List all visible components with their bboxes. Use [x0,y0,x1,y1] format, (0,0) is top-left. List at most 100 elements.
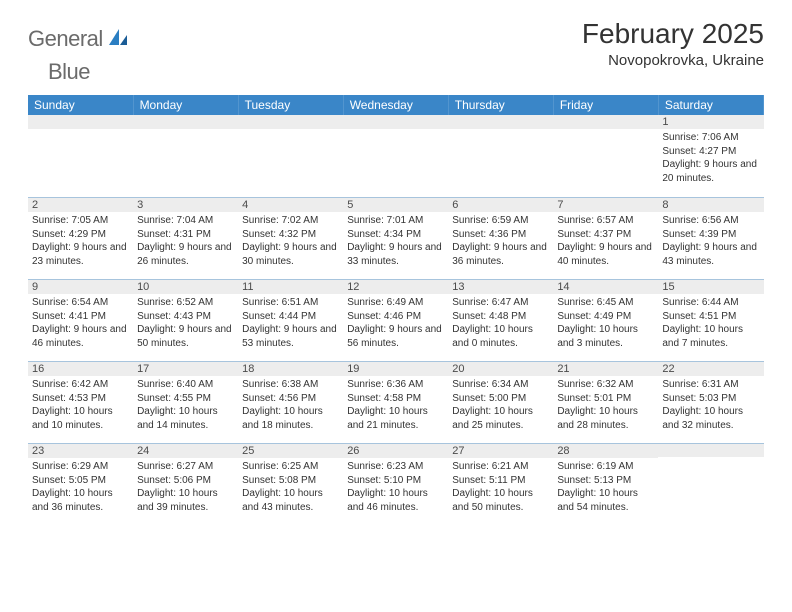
daylight-text: Daylight: 10 hours and 43 minutes. [242,487,339,514]
day-number: 10 [133,279,238,294]
sunrise-text: Sunrise: 6:57 AM [557,214,654,228]
calendar-week-row: 16Sunrise: 6:42 AMSunset: 4:53 PMDayligh… [28,361,764,443]
daylight-text: Daylight: 10 hours and 25 minutes. [452,405,549,432]
calendar-day-cell: 10Sunrise: 6:52 AMSunset: 4:43 PMDayligh… [133,279,238,361]
day-number: 20 [448,361,553,376]
day-details: Sunrise: 6:54 AMSunset: 4:41 PMDaylight:… [28,294,133,356]
sunset-text: Sunset: 4:37 PM [557,228,654,242]
day-number [658,443,763,457]
day-details: Sunrise: 6:51 AMSunset: 4:44 PMDaylight:… [238,294,343,356]
sunset-text: Sunset: 4:41 PM [32,310,129,324]
sunset-text: Sunset: 4:55 PM [137,392,234,406]
sunset-text: Sunset: 4:49 PM [557,310,654,324]
sunrise-text: Sunrise: 6:56 AM [662,214,759,228]
sunrise-text: Sunrise: 6:42 AM [32,378,129,392]
sunset-text: Sunset: 4:46 PM [347,310,444,324]
calendar-table: Sunday Monday Tuesday Wednesday Thursday… [28,95,764,525]
calendar-day-cell: 23Sunrise: 6:29 AMSunset: 5:05 PMDayligh… [28,443,133,525]
calendar-day-cell: 8Sunrise: 6:56 AMSunset: 4:39 PMDaylight… [658,197,763,279]
daylight-text: Daylight: 10 hours and 36 minutes. [32,487,129,514]
day-details: Sunrise: 6:44 AMSunset: 4:51 PMDaylight:… [658,294,763,356]
day-details: Sunrise: 6:47 AMSunset: 4:48 PMDaylight:… [448,294,553,356]
sunset-text: Sunset: 5:10 PM [347,474,444,488]
day-header: Friday [553,95,658,115]
daylight-text: Daylight: 10 hours and 32 minutes. [662,405,759,432]
sunrise-text: Sunrise: 7:06 AM [662,131,759,145]
day-number: 24 [133,443,238,458]
calendar-day-cell: 19Sunrise: 6:36 AMSunset: 4:58 PMDayligh… [343,361,448,443]
month-title: February 2025 [582,18,764,50]
sunset-text: Sunset: 4:36 PM [452,228,549,242]
day-number [448,115,553,129]
day-header: Sunday [28,95,133,115]
calendar-day-cell: 11Sunrise: 6:51 AMSunset: 4:44 PMDayligh… [238,279,343,361]
sunset-text: Sunset: 5:03 PM [662,392,759,406]
daylight-text: Daylight: 9 hours and 50 minutes. [137,323,234,350]
sunrise-text: Sunrise: 6:23 AM [347,460,444,474]
daylight-text: Daylight: 9 hours and 33 minutes. [347,241,444,268]
calendar-week-row: 23Sunrise: 6:29 AMSunset: 5:05 PMDayligh… [28,443,764,525]
sunset-text: Sunset: 4:58 PM [347,392,444,406]
daylight-text: Daylight: 10 hours and 54 minutes. [557,487,654,514]
calendar-day-cell: 6Sunrise: 6:59 AMSunset: 4:36 PMDaylight… [448,197,553,279]
day-number [133,115,238,129]
sunset-text: Sunset: 4:43 PM [137,310,234,324]
sunrise-text: Sunrise: 6:45 AM [557,296,654,310]
calendar-day-cell: 14Sunrise: 6:45 AMSunset: 4:49 PMDayligh… [553,279,658,361]
sunset-text: Sunset: 5:01 PM [557,392,654,406]
sunset-text: Sunset: 4:56 PM [242,392,339,406]
calendar-day-cell: 5Sunrise: 7:01 AMSunset: 4:34 PMDaylight… [343,197,448,279]
day-details: Sunrise: 7:04 AMSunset: 4:31 PMDaylight:… [133,212,238,274]
sunset-text: Sunset: 4:39 PM [662,228,759,242]
sunset-text: Sunset: 5:00 PM [452,392,549,406]
sunrise-text: Sunrise: 7:01 AM [347,214,444,228]
day-number: 14 [553,279,658,294]
day-details: Sunrise: 6:23 AMSunset: 5:10 PMDaylight:… [343,458,448,520]
day-number: 19 [343,361,448,376]
sunrise-text: Sunrise: 6:47 AM [452,296,549,310]
daylight-text: Daylight: 9 hours and 30 minutes. [242,241,339,268]
day-number [28,115,133,129]
calendar-day-cell: 9Sunrise: 6:54 AMSunset: 4:41 PMDaylight… [28,279,133,361]
day-number: 21 [553,361,658,376]
daylight-text: Daylight: 9 hours and 23 minutes. [32,241,129,268]
day-details: Sunrise: 6:29 AMSunset: 5:05 PMDaylight:… [28,458,133,520]
calendar-day-cell: 26Sunrise: 6:23 AMSunset: 5:10 PMDayligh… [343,443,448,525]
calendar-day-cell: 24Sunrise: 6:27 AMSunset: 5:06 PMDayligh… [133,443,238,525]
calendar-day-cell: 12Sunrise: 6:49 AMSunset: 4:46 PMDayligh… [343,279,448,361]
calendar-day-cell: 21 Sunrise: 6:32 AMSunset: 5:01 PMDayligh… [553,361,658,443]
day-number: 4 [238,197,343,212]
day-number: 28 [553,443,658,458]
day-header: Thursday [448,95,553,115]
sunset-text: Sunset: 4:32 PM [242,228,339,242]
sunrise-text: Sunrise: 6:54 AM [32,296,129,310]
sunrise-text: Sunrise: 6:52 AM [137,296,234,310]
daylight-text: Daylight: 10 hours and 18 minutes. [242,405,339,432]
calendar-day-cell [448,115,553,197]
sunset-text: Sunset: 5:08 PM [242,474,339,488]
sunrise-text: Sunrise: 6:36 AM [347,378,444,392]
calendar-day-cell: 2Sunrise: 7:05 AMSunset: 4:29 PMDaylight… [28,197,133,279]
calendar-day-cell: 13Sunrise: 6:47 AMSunset: 4:48 PMDayligh… [448,279,553,361]
day-number: 2 [28,197,133,212]
sunrise-text: Sunrise: 6:32 AM [557,378,654,392]
calendar-day-cell [133,115,238,197]
brand-word-blue: Blue [48,59,90,85]
day-details: Sunrise: 6:52 AMSunset: 4:43 PMDaylight:… [133,294,238,356]
day-number: 17 [133,361,238,376]
day-number: 13 [448,279,553,294]
calendar-day-cell [28,115,133,197]
day-details: Sunrise: 6:42 AMSunset: 4:53 PMDaylight:… [28,376,133,438]
sunrise-text: Sunrise: 6:25 AM [242,460,339,474]
sunset-text: Sunset: 4:31 PM [137,228,234,242]
sunset-text: Sunset: 4:53 PM [32,392,129,406]
daylight-text: Daylight: 10 hours and 39 minutes. [137,487,234,514]
sunset-text: Sunset: 5:05 PM [32,474,129,488]
daylight-text: Daylight: 10 hours and 28 minutes. [557,405,654,432]
sunset-text: Sunset: 4:29 PM [32,228,129,242]
sunset-text: Sunset: 4:44 PM [242,310,339,324]
day-details: Sunrise: 6:56 AMSunset: 4:39 PMDaylight:… [658,212,763,274]
calendar-page: General February 2025 Novopokrovka, Ukra… [0,0,792,525]
calendar-week-row: 1Sunrise: 7:06 AMSunset: 4:27 PMDaylight… [28,115,764,197]
calendar-day-cell [658,443,763,525]
